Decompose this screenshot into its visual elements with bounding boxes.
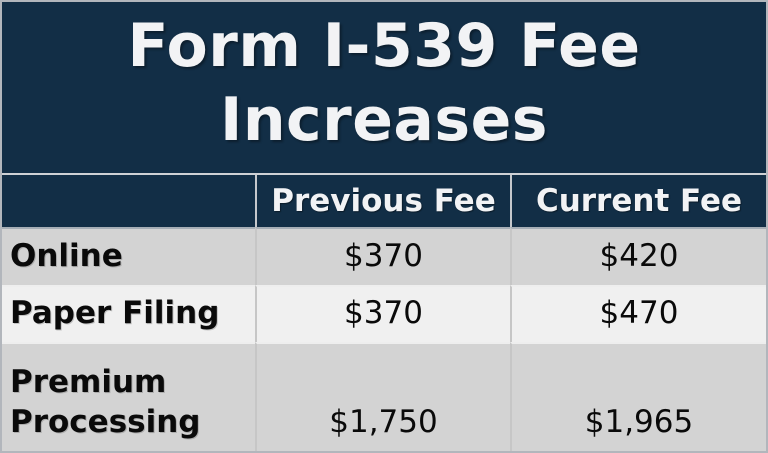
header-cell-previous-fee: Previous Fee [255, 175, 510, 227]
title-line-2: Increases [220, 85, 548, 155]
row-paper-filing-current-fee: $470 [510, 285, 766, 342]
row-online-previous-fee: $370 [255, 227, 510, 285]
row-paper-filing-previous-fee: $370 [255, 285, 510, 342]
row-premium-processing-previous-fee: $1,750 [255, 342, 510, 451]
title-line-1: Form I-539 Fee [127, 11, 641, 81]
row-online-label: Online [2, 227, 255, 285]
header-cell-empty [2, 175, 255, 227]
row-online-current-fee: $420 [510, 227, 766, 285]
row-premium-processing-label: Premium Processing [2, 342, 255, 451]
chart-title: Form I-539 Fee Increases [2, 2, 766, 175]
header-cell-current-fee: Current Fee [510, 175, 766, 227]
row-paper-filing-label: Paper Filing [2, 285, 255, 342]
fee-table: Previous Fee Current Fee Online $370 $42… [2, 175, 766, 451]
row-premium-processing-current-fee: $1,965 [510, 342, 766, 451]
